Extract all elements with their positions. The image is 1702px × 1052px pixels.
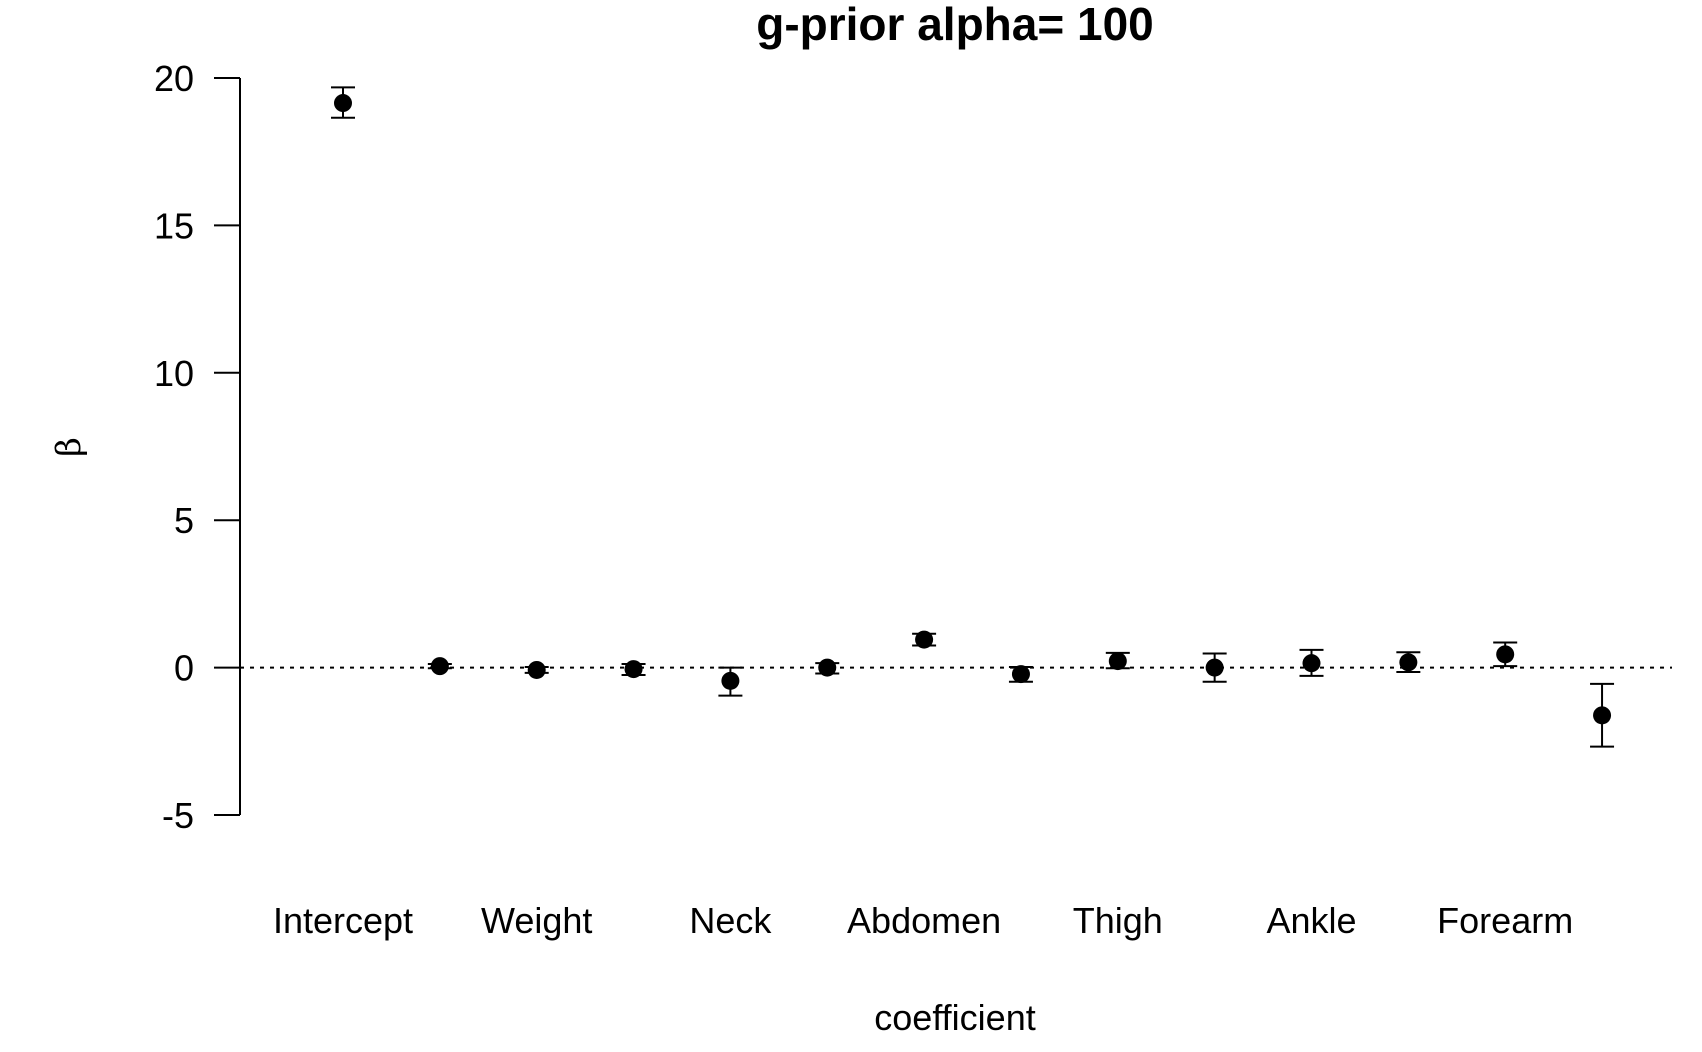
- data-point: [721, 671, 740, 690]
- data-point: [527, 660, 546, 679]
- data-point: [1302, 654, 1321, 673]
- y-axis-label: β: [49, 437, 89, 457]
- x-tick-label: Forearm: [1437, 900, 1573, 941]
- data-point: [818, 658, 837, 677]
- data-point: [915, 630, 934, 649]
- x-axis-labels: Intercept Weight Neck Abdomen Thigh Ankle Fore…: [273, 900, 1573, 941]
- x-tick-label: Intercept: [273, 900, 413, 941]
- x-tick-label: Neck: [689, 900, 772, 941]
- data-point: [1399, 653, 1418, 672]
- data-point: [624, 660, 643, 679]
- x-axis-label: coefficient: [874, 997, 1035, 1038]
- x-tick-label: Abdomen: [847, 900, 1001, 941]
- points: [334, 94, 1612, 725]
- data-point: [1011, 665, 1030, 684]
- error-bars: [331, 86, 1615, 748]
- data-point: [1108, 652, 1127, 671]
- y-tick-label: 5: [174, 500, 194, 541]
- x-tick-label: Thigh: [1073, 900, 1163, 941]
- data-point: [1593, 706, 1612, 725]
- y-tick-label: -5: [162, 795, 194, 836]
- data-point: [334, 94, 352, 113]
- y-axis: -5 0 5 10 15 20: [154, 58, 241, 836]
- y-tick-label: 0: [174, 648, 194, 689]
- x-tick-label: Ankle: [1266, 900, 1356, 941]
- x-tick-label: Weight: [481, 900, 592, 941]
- y-tick-label: 20: [154, 58, 194, 99]
- y-tick-label: 10: [154, 353, 194, 394]
- data-point: [1496, 645, 1515, 664]
- chart-title: g-prior alpha= 100: [756, 0, 1154, 50]
- y-tick-label: 15: [154, 205, 194, 246]
- data-point: [1205, 658, 1224, 677]
- data-point: [430, 657, 449, 676]
